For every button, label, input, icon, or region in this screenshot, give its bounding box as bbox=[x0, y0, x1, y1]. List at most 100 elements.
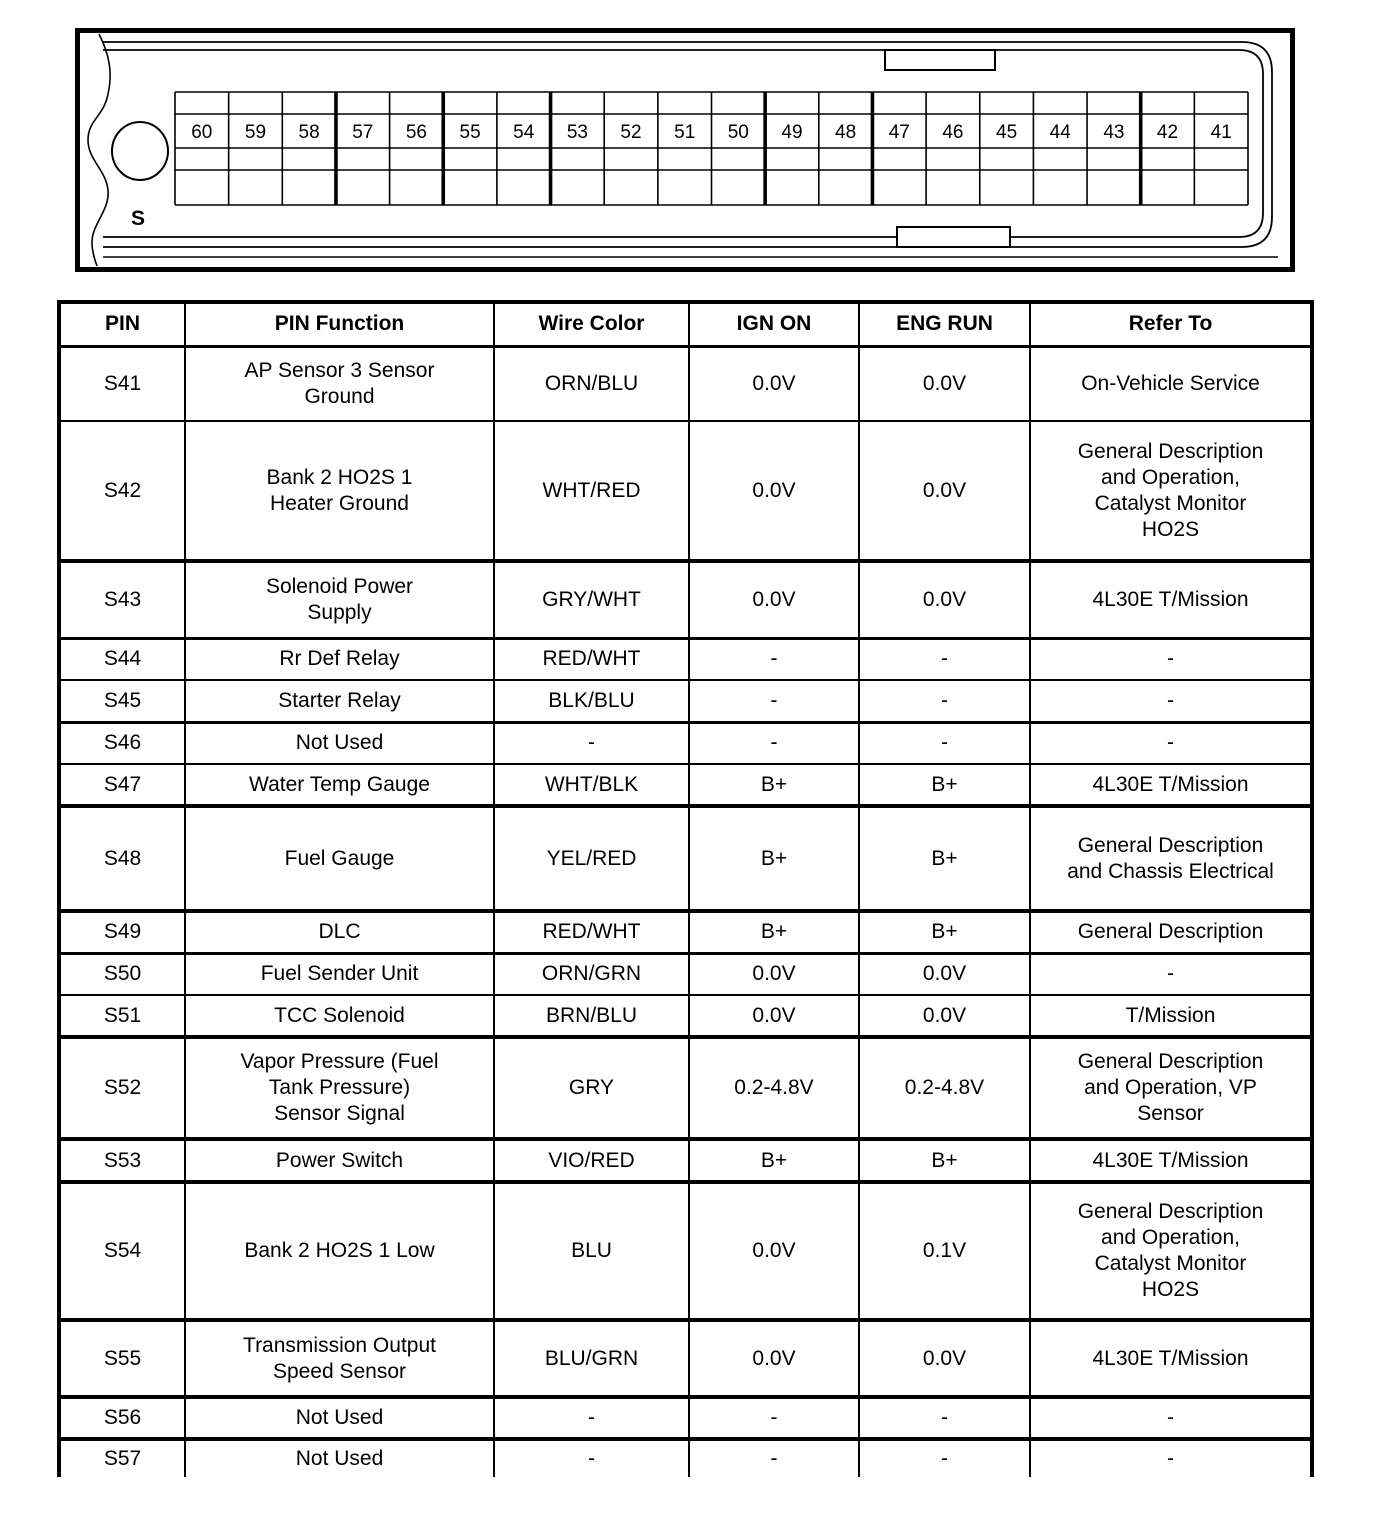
connector-outer-frame bbox=[75, 28, 1295, 272]
cell-pin: S52 bbox=[58, 1036, 186, 1141]
cell-function: DLC bbox=[184, 910, 495, 955]
pin-number: 43 bbox=[1103, 122, 1124, 143]
pin-number: 47 bbox=[889, 122, 910, 143]
header-row: PIN PIN Function Wire Color IGN ON ENG R… bbox=[58, 301, 1313, 348]
cell-refer-to: - bbox=[1029, 1438, 1313, 1477]
connector-diagram: S 60 59 58 57 56 55 54 53 52 51 50 49 48 47 46 45 44 43 42… bbox=[75, 28, 1295, 272]
pin-number: 51 bbox=[674, 122, 695, 143]
cell-wire-color: BLK/BLU bbox=[493, 679, 690, 724]
cell-refer-to: - bbox=[1029, 952, 1313, 996]
table-row: S42 Bank 2 HO2S 1 Heater Ground WHT/RED 0.0… bbox=[58, 420, 1313, 563]
col-header-refer-to: Refer To bbox=[1029, 301, 1313, 348]
pin-number: 45 bbox=[996, 122, 1017, 143]
cell-wire-color: VIO/RED bbox=[493, 1138, 690, 1184]
cell-refer-to: - bbox=[1029, 721, 1313, 765]
cell-refer-to: General Description and Operation, Catal… bbox=[1029, 1181, 1313, 1322]
cell-function: Bank 2 HO2S 1 Low bbox=[184, 1181, 495, 1322]
col-header-wire-color: Wire Color bbox=[493, 301, 690, 348]
cell-eng-run: - bbox=[858, 1396, 1031, 1441]
cell-eng-run: B+ bbox=[858, 1138, 1031, 1184]
cell-eng-run: 0.0V bbox=[858, 994, 1031, 1039]
cell-eng-run: - bbox=[858, 637, 1031, 681]
pin-number: 48 bbox=[835, 122, 856, 143]
cell-function: Transmission Output Speed Sensor bbox=[184, 1319, 495, 1399]
cell-refer-to: General Description and Operation, VP Se… bbox=[1029, 1036, 1313, 1141]
cell-function: Fuel Gauge bbox=[184, 805, 495, 913]
cell-refer-to: 4L30E T/Mission bbox=[1029, 763, 1313, 808]
cell-eng-run: - bbox=[858, 721, 1031, 765]
cell-eng-run: B+ bbox=[858, 763, 1031, 808]
cell-function: Power Switch bbox=[184, 1138, 495, 1184]
cell-ign-on: B+ bbox=[688, 910, 860, 955]
cell-eng-run: 0.0V bbox=[858, 345, 1031, 422]
cell-function: Solenoid Power Supply bbox=[184, 560, 495, 640]
table-row: S50 Fuel Sender Unit ORN/GRN 0.0V 0.0V - bbox=[58, 952, 1313, 996]
cell-wire-color: WHT/BLK bbox=[493, 763, 690, 808]
housing-outline-outer bbox=[103, 41, 1273, 248]
cell-wire-color: RED/WHT bbox=[493, 637, 690, 681]
cell-refer-to: - bbox=[1029, 637, 1313, 681]
cell-eng-run: B+ bbox=[858, 805, 1031, 913]
cell-function: Vapor Pressure (Fuel Tank Pressure) Sens… bbox=[184, 1036, 495, 1141]
cell-refer-to: General Description bbox=[1029, 910, 1313, 955]
cell-pin: S57 bbox=[58, 1438, 186, 1477]
table-row: S57 Not Used - - - - bbox=[58, 1438, 1313, 1477]
cell-function: Not Used bbox=[184, 1396, 495, 1441]
pin-number: 56 bbox=[406, 122, 427, 143]
col-header-function: PIN Function bbox=[184, 301, 495, 348]
table-row: S45 Starter Relay BLK/BLU - - - bbox=[58, 679, 1313, 724]
cell-refer-to: 4L30E T/Mission bbox=[1029, 560, 1313, 640]
col-header-pin: PIN bbox=[58, 301, 186, 348]
cell-pin: S55 bbox=[58, 1319, 186, 1399]
pin-number: 60 bbox=[191, 122, 212, 143]
cell-function: AP Sensor 3 Sensor Ground bbox=[184, 345, 495, 422]
cell-ign-on: 0.0V bbox=[688, 345, 860, 422]
cell-refer-to: General Description and Operation, Catal… bbox=[1029, 420, 1313, 563]
cell-ign-on: 0.0V bbox=[688, 420, 860, 563]
pin-number: 46 bbox=[942, 122, 963, 143]
cell-function: TCC Solenoid bbox=[184, 994, 495, 1039]
cell-wire-color: YEL/RED bbox=[493, 805, 690, 913]
pin-number: 42 bbox=[1157, 122, 1178, 143]
cell-function: Starter Relay bbox=[184, 679, 495, 724]
cell-wire-color: RED/WHT bbox=[493, 910, 690, 955]
cell-pin: S51 bbox=[58, 994, 186, 1039]
cell-ign-on: - bbox=[688, 721, 860, 765]
cell-function: Not Used bbox=[184, 721, 495, 765]
cell-wire-color: - bbox=[493, 721, 690, 765]
cell-eng-run: B+ bbox=[858, 910, 1031, 955]
pin-number: 58 bbox=[299, 122, 320, 143]
alignment-tab-bottom bbox=[896, 226, 1011, 248]
table-row: S41 AP Sensor 3 Sensor Ground ORN/BLU 0.0V 0… bbox=[58, 345, 1313, 422]
cell-function: Water Temp Gauge bbox=[184, 763, 495, 808]
table-row: S52 Vapor Pressure (Fuel Tank Pressure) S… bbox=[58, 1036, 1313, 1141]
cell-wire-color: ORN/GRN bbox=[493, 952, 690, 996]
cell-pin: S53 bbox=[58, 1138, 186, 1184]
cell-refer-to: 4L30E T/Mission bbox=[1029, 1138, 1313, 1184]
pin-number: 49 bbox=[781, 122, 802, 143]
cell-ign-on: - bbox=[688, 679, 860, 724]
table-row: S55 Transmission Output Speed Sensor BLU/G… bbox=[58, 1319, 1313, 1399]
cell-wire-color: BLU bbox=[493, 1181, 690, 1322]
cell-function: Bank 2 HO2S 1 Heater Ground bbox=[184, 420, 495, 563]
alignment-tab-top bbox=[884, 49, 996, 71]
table-row: S46 Not Used - - - - bbox=[58, 721, 1313, 765]
cell-eng-run: 0.0V bbox=[858, 420, 1031, 563]
table-row: S54 Bank 2 HO2S 1 Low BLU 0.0V 0.1V General D… bbox=[58, 1181, 1313, 1322]
col-header-eng-run: ENG RUN bbox=[858, 301, 1031, 348]
cell-refer-to: - bbox=[1029, 679, 1313, 724]
cell-eng-run: 0.1V bbox=[858, 1181, 1031, 1322]
cell-wire-color: BLU/GRN bbox=[493, 1319, 690, 1399]
pin-number: 52 bbox=[620, 122, 641, 143]
pin-number: 50 bbox=[728, 122, 749, 143]
cell-ign-on: - bbox=[688, 637, 860, 681]
cell-pin: S41 bbox=[58, 345, 186, 422]
table-row: S49 DLC RED/WHT B+ B+ General Description bbox=[58, 910, 1313, 955]
pin-number: 53 bbox=[567, 122, 588, 143]
table-row: S48 Fuel Gauge YEL/RED B+ B+ General Descript… bbox=[58, 805, 1313, 913]
cell-ign-on: B+ bbox=[688, 805, 860, 913]
pin-number: 55 bbox=[460, 122, 481, 143]
cell-pin: S47 bbox=[58, 763, 186, 808]
torn-edge-line bbox=[87, 33, 111, 267]
